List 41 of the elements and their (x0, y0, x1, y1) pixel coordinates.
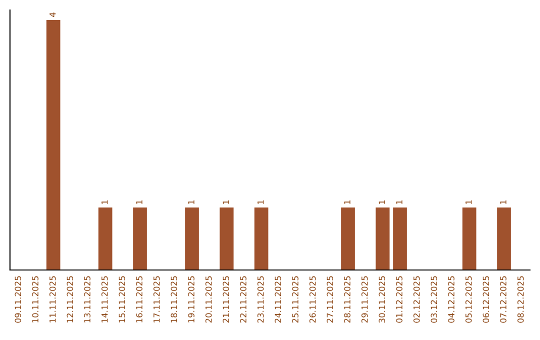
x-tick-label: 02.12.2025 (413, 276, 420, 323)
data-label: 1 (258, 200, 264, 204)
x-tick-label: 29.11.2025 (361, 276, 368, 323)
x-tick-label: 27.11.2025 (326, 276, 334, 323)
x-tick-label: 16.11.2025 (136, 276, 142, 322)
x-tick-label: 26.11.2025 (309, 276, 316, 323)
data-label: 1 (102, 200, 108, 204)
data-label: 1 (466, 200, 472, 204)
x-tick-label: 07.12.2025 (500, 276, 506, 323)
x-tick-label: 21.11.2025 (222, 276, 230, 323)
x-tick-label: 18.11.2025 (170, 276, 178, 322)
x-tick-label: 12.11.2025 (66, 276, 74, 322)
data-label: 1 (344, 200, 350, 204)
data-label: 1 (378, 200, 385, 204)
x-tick-label: 05.12.2025 (465, 276, 472, 323)
x-tick-label: 11.11.2025 (49, 276, 56, 322)
x-tick-label: 01.12.2025 (396, 276, 402, 323)
x-tick-label: 28.11.2025 (344, 276, 350, 323)
x-tick-label: 19.11.2025 (188, 276, 194, 322)
x-tick-label: 30.11.2025 (378, 276, 386, 323)
x-tick-label: 06.12.2025 (482, 276, 490, 323)
x-tick-label: 20.11.2025 (205, 276, 212, 323)
x-tick-label: 13.11.2025 (84, 276, 90, 322)
x-tick-label: 09.11.2025 (14, 276, 22, 323)
x-tick-label: 25.11.2025 (292, 276, 298, 323)
data-label: 4 (50, 12, 56, 17)
x-tick-label: 15.11.2025 (118, 276, 126, 322)
x-tick-label: 08.12.2025 (517, 276, 524, 323)
data-label: 1 (188, 200, 194, 204)
x-tick-label: 04.12.2025 (448, 276, 454, 323)
x-tick-label: 24.11.2025 (274, 276, 282, 323)
data-label: 1 (222, 200, 229, 204)
x-tick-label: 17.11.2025 (153, 276, 160, 322)
x-tick-label: 14.11.2025 (101, 276, 108, 322)
x-tick-label: 03.12.2025 (430, 276, 438, 323)
data-label: 1 (136, 200, 142, 204)
data-label: 1 (396, 200, 402, 204)
x-tick-label: 22.11.2025 (240, 276, 246, 323)
x-tick-label: 10.11.2025 (32, 276, 38, 322)
data-label: 1 (500, 200, 506, 204)
x-tick-label: 23.11.2025 (257, 276, 264, 323)
